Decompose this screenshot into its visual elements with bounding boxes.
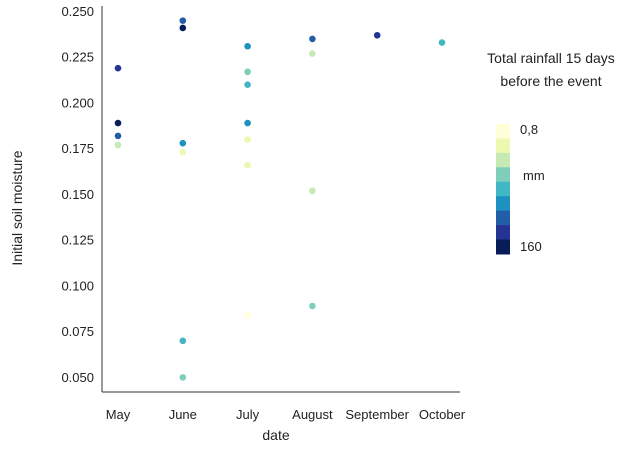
data-point <box>309 187 316 195</box>
y-tick-label: 0.250 <box>61 4 94 19</box>
data-point <box>244 68 251 76</box>
data-point <box>309 35 316 43</box>
y-tick-label: 0.050 <box>61 370 94 385</box>
data-point <box>373 31 381 39</box>
data-point <box>309 302 316 310</box>
y-tick-label: 0.150 <box>61 187 94 202</box>
legend-swatch <box>496 167 510 183</box>
data-point <box>114 141 122 149</box>
plot-area: 0.050 0.075 0.100 0.125 0.150 0.175 0.200 0.225… <box>61 4 465 422</box>
y-tick-label: 0.175 <box>61 141 94 156</box>
legend-min-label: 0,8 <box>520 122 538 137</box>
x-tick-label: August <box>292 407 333 422</box>
y-axis-ticks: 0.050 0.075 0.100 0.125 0.150 0.175 0.200 0.225… <box>61 4 94 385</box>
legend-color-bar <box>496 124 510 255</box>
legend-swatch <box>496 124 510 139</box>
data-point <box>244 136 251 143</box>
x-tick-label: May <box>106 407 131 422</box>
color-legend: Total rainfall 15 days before the event … <box>487 50 615 255</box>
legend-unit-label: mm <box>523 168 545 183</box>
x-tick-label: September <box>345 407 409 422</box>
y-tick-label: 0.225 <box>61 50 94 65</box>
data-point <box>114 119 122 127</box>
x-axis-ticks: May June July August September October <box>106 407 466 422</box>
data-point <box>179 374 187 381</box>
x-tick-label: June <box>169 407 197 422</box>
legend-title-line-1: Total rainfall 15 days <box>487 50 615 66</box>
y-tick-label: 0.075 <box>61 324 94 339</box>
x-tick-label: October <box>419 407 466 422</box>
data-point <box>179 139 187 147</box>
data-points <box>114 17 446 381</box>
legend-title-line-2: before the event <box>500 73 601 89</box>
y-tick-label: 0.200 <box>61 95 94 110</box>
legend-swatch <box>496 210 510 226</box>
x-tick-label: July <box>236 407 260 422</box>
data-point <box>179 24 187 32</box>
data-point <box>244 81 251 88</box>
legend-swatch <box>496 138 510 154</box>
x-axis-title: date <box>262 427 289 443</box>
data-point <box>438 39 446 46</box>
data-point <box>244 42 251 50</box>
y-tick-label: 0.125 <box>61 233 94 248</box>
data-point <box>244 119 251 127</box>
data-point <box>179 17 187 24</box>
legend-swatch <box>496 152 510 168</box>
legend-swatch <box>496 181 510 197</box>
data-point <box>244 311 251 319</box>
data-point <box>114 132 122 140</box>
data-point <box>244 161 251 169</box>
data-point <box>179 337 187 345</box>
data-point <box>179 149 187 156</box>
data-point <box>309 50 316 57</box>
legend-max-label: 160 <box>520 239 542 254</box>
legend-swatch <box>496 196 510 212</box>
y-tick-label: 0.100 <box>61 278 94 293</box>
y-axis-title: Initial soil moisture <box>9 150 25 265</box>
data-point <box>114 64 122 72</box>
legend-swatch <box>496 225 510 241</box>
legend-swatch <box>496 239 510 255</box>
